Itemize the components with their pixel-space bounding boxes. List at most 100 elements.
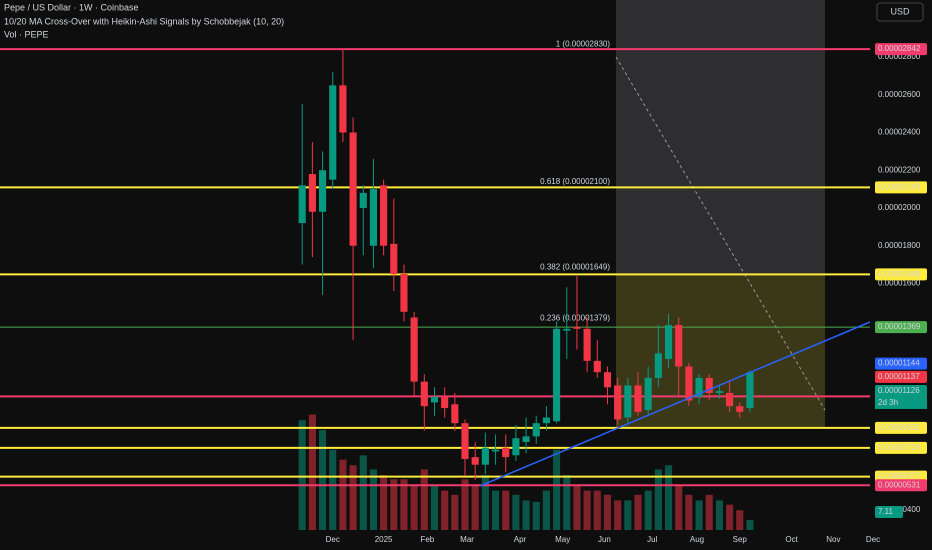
candle-body [715,391,723,393]
volume-bar [451,494,459,530]
candle-body [614,385,622,420]
candle-body [359,192,367,208]
level-label-bg [875,441,927,454]
currency-button[interactable] [876,2,924,22]
candle-body [481,447,489,465]
chart-title: Pepe / US Dollar · 1W · Coinbase [4,2,139,12]
y-tick-label: 0.00002800 [878,52,921,61]
volume-bar [532,501,540,530]
candle-body [522,436,530,443]
volume-bar [471,484,479,530]
price-badge-bg [875,384,927,397]
candle-body [664,325,673,359]
volume-bar [654,469,662,530]
axis-labels: 0.00002800 0.00002600 0.00002400 0.00002200… [326,43,927,544]
candle-body [512,438,520,456]
candle-body [319,170,327,212]
candle-body [380,185,388,246]
volume-bar [481,475,489,530]
candle-body [369,189,377,246]
candle-body [593,360,601,373]
candle-body [654,353,662,378]
volume-bar [736,510,744,530]
y-tick-label: 0.00002600 [878,90,921,99]
volume-bar [583,490,591,530]
volume-bar [400,479,408,530]
volume-bar [430,484,439,530]
candle-body [624,385,632,418]
volume-badge: 7.11 [878,507,894,516]
x-tick-label: Dec [326,535,340,544]
x-tick-label: Jun [598,535,611,544]
candle-body [532,423,540,437]
x-tick-label: Oct [785,535,798,544]
volume-bar [644,490,652,530]
candle-body [502,447,510,458]
level-label-bg [875,43,927,56]
y-tick-label: 0.00001800 [878,241,921,250]
x-tick-label: Apr [514,535,527,544]
countdown-bg [875,396,927,409]
candle-body [451,404,459,424]
price-badge: 0.00001126 [878,386,920,395]
countdown: 2d 3h [878,398,898,407]
candle-body [430,396,439,403]
volume-bar [491,490,500,530]
level-label: 0.00001648 [878,270,921,279]
level-label: 0.00000531 [878,480,921,489]
volume-bar [522,500,530,530]
candle-body [420,381,428,407]
fib-zone-upper [616,0,825,275]
volume-bar [593,490,601,530]
candle-body [563,328,571,331]
x-tick-label: Sep [733,535,748,544]
price-badge: 0.00001137 [878,372,920,381]
volume-badge-bg [875,505,903,518]
volume-bar [664,465,673,530]
fib-label: 0.618 (0.00002100) [540,177,610,186]
level-label: 0.00000835 [878,423,921,432]
volume-bar [380,475,388,530]
volume-bar [420,469,428,530]
volume-bar [502,490,510,530]
candle-body [726,392,734,407]
indicator-title: 10/20 MA Cross-Over with Heikin-Ashi Sig… [4,16,284,26]
candle-body [644,377,652,410]
volume-bar [624,500,632,530]
candle-body [695,377,703,397]
level-label: 0.00002842 [878,44,921,53]
volume-bar [542,490,550,530]
candle-body [410,317,418,382]
volume-bar [298,420,306,530]
level-label-bg [875,268,927,281]
candle-body [685,366,693,401]
volume-bar [553,449,561,530]
level-label-bg [875,479,927,492]
x-tick-label: Feb [420,535,434,544]
candle-body [491,449,500,452]
candle-body [339,85,347,133]
candle-body [329,85,337,180]
y-tick-label: 0.00001600 [878,279,921,288]
volume-bar [715,500,723,530]
volume-bar [705,494,713,530]
price-axis [870,0,932,530]
volume-bar [410,484,418,530]
candle-body [736,406,744,412]
candle-body [553,328,561,422]
time-axis [0,530,932,550]
candle-body [675,325,683,367]
volume-bar [603,494,612,530]
volume-bar [319,430,327,530]
candle-body [400,274,408,312]
currency-label: USD [890,6,910,16]
volume-bar [563,475,571,530]
volume-bar [308,414,316,530]
volume-bar [349,465,357,530]
candle-body [349,132,357,246]
candle-body [441,396,449,409]
candle-body [583,328,591,361]
volume-bar [685,494,693,530]
x-tick-label: Jul [647,535,657,544]
